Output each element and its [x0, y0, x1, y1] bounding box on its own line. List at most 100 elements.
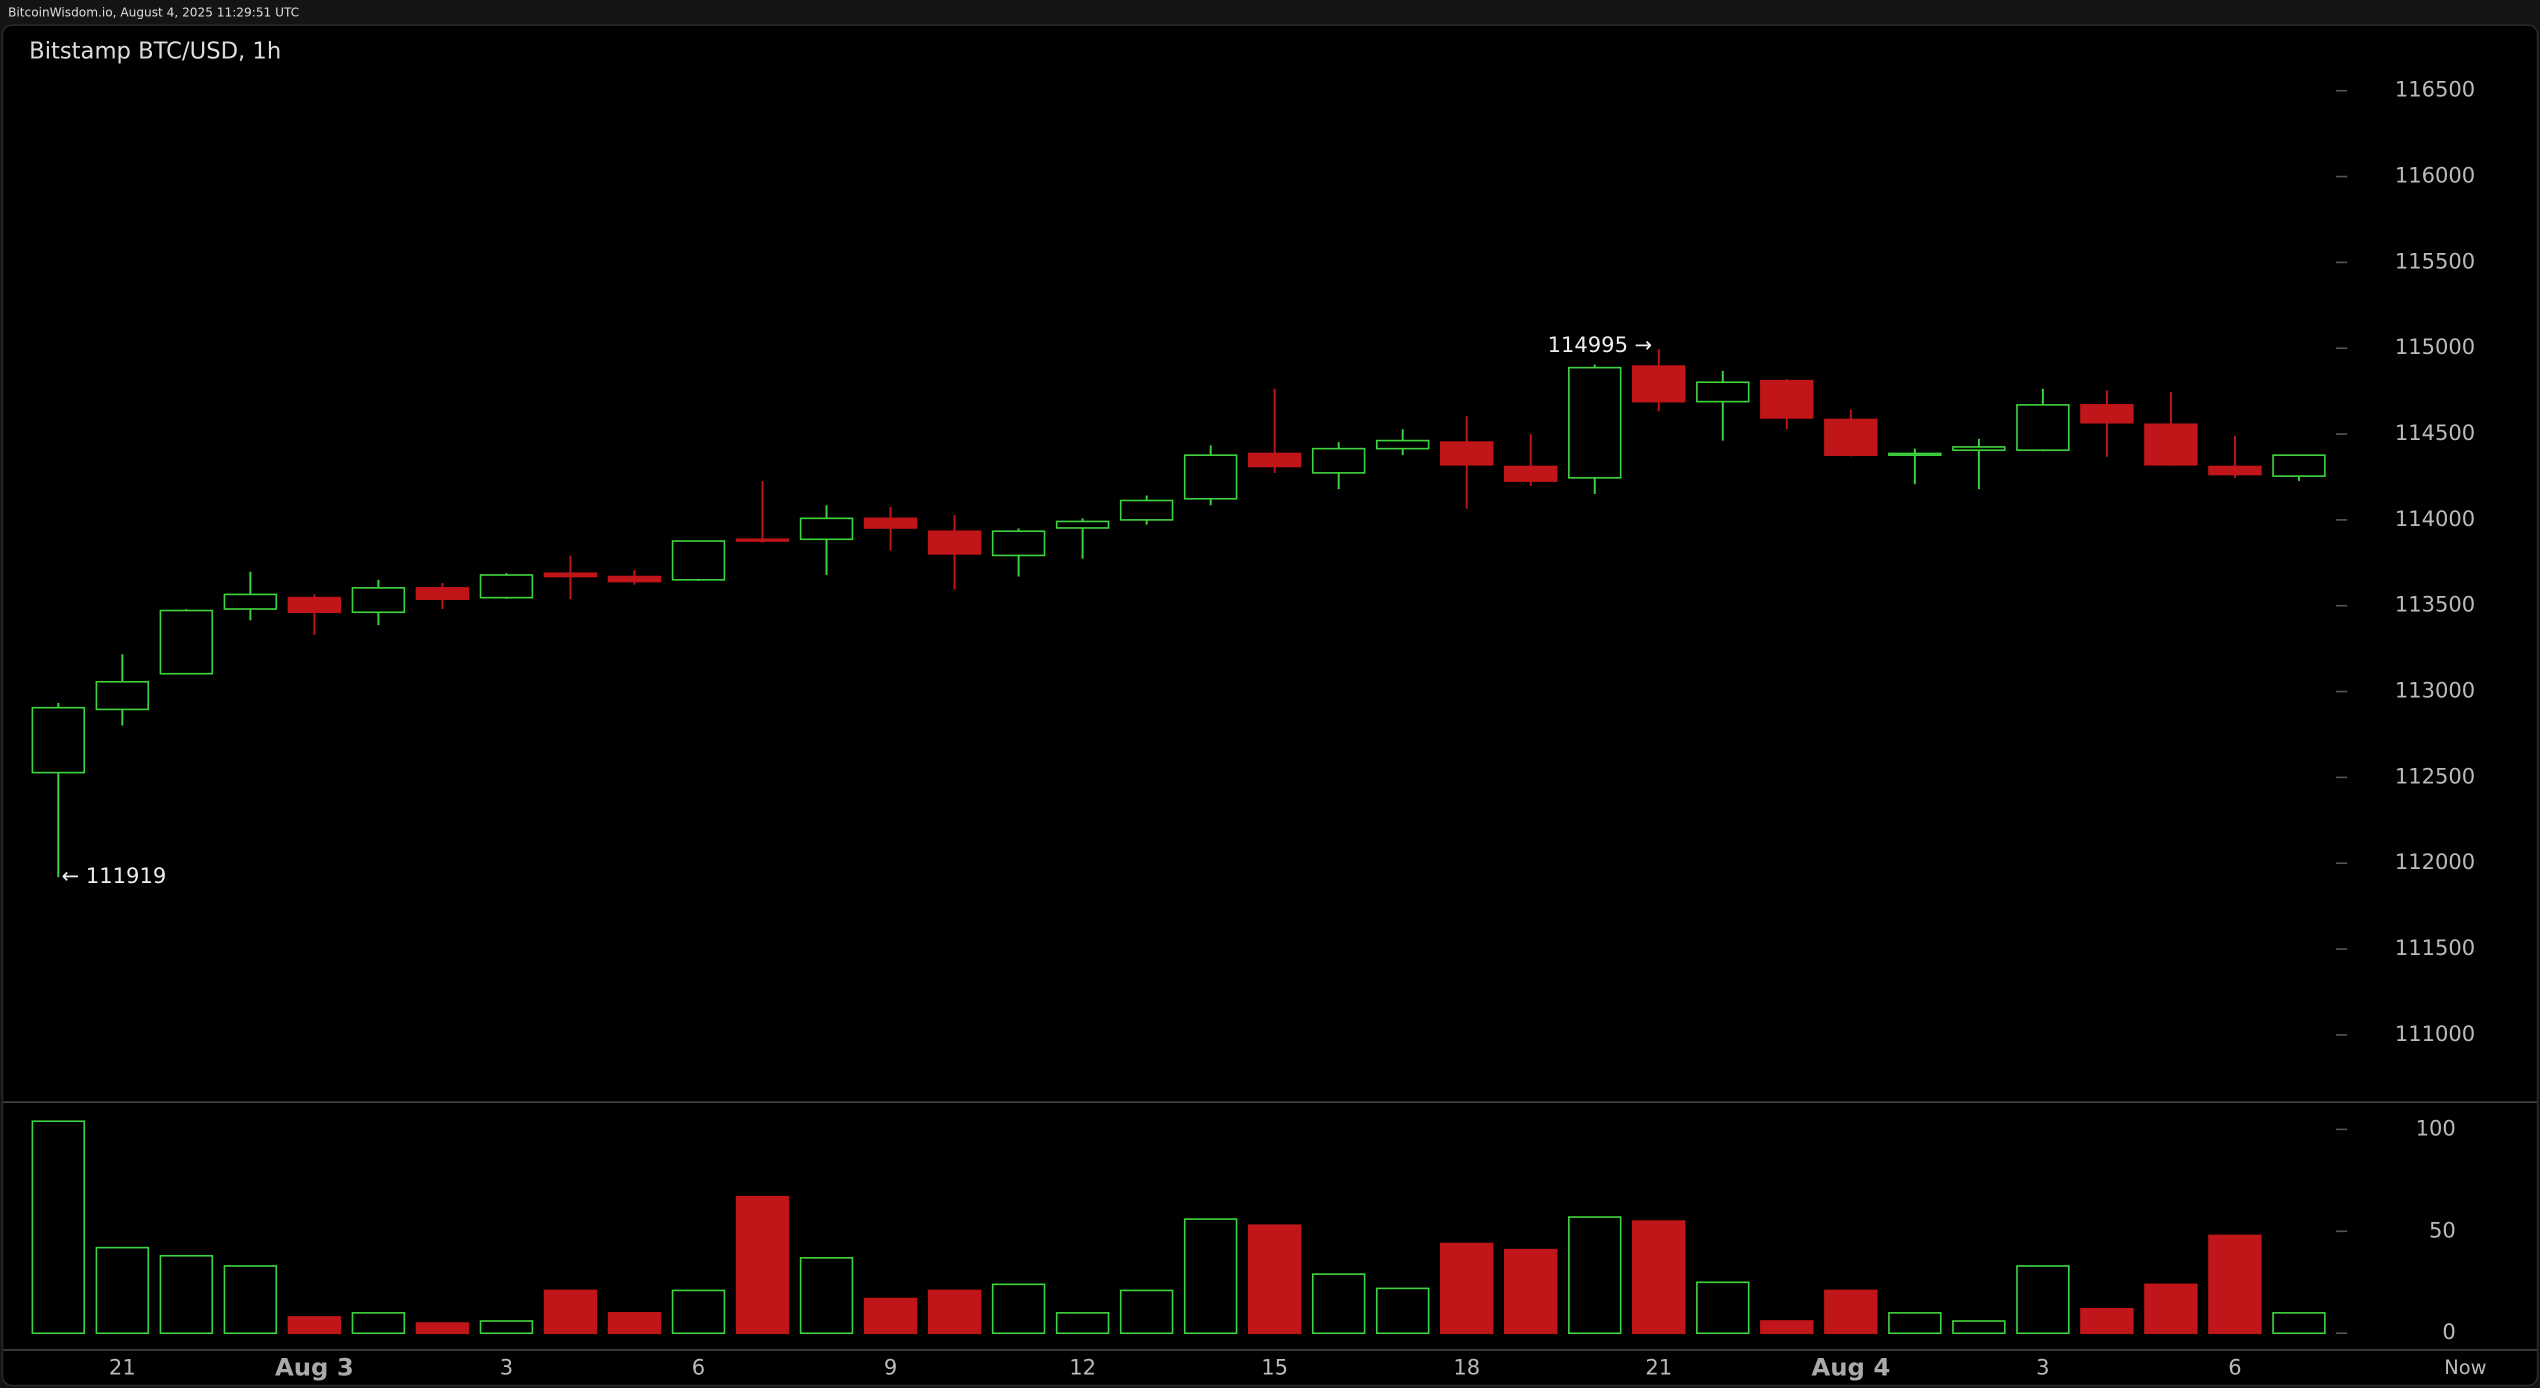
candle-body — [1888, 452, 1942, 456]
candle-body — [1504, 465, 1558, 482]
volume-bar — [351, 1312, 406, 1335]
y-tick-label: 112000 — [2395, 849, 2475, 874]
volume-bar — [1696, 1281, 1750, 1335]
volume-bar — [287, 1316, 342, 1335]
volume-bar — [991, 1283, 1046, 1335]
candle-body — [1247, 452, 1302, 468]
volume-bar — [543, 1289, 598, 1335]
volume-bar — [1311, 1273, 1366, 1335]
candle-body — [607, 575, 662, 583]
candle-body — [415, 587, 470, 601]
candle-body — [1439, 441, 1494, 466]
volume-bar — [1824, 1289, 1878, 1335]
candle-body — [799, 517, 854, 541]
y-tick-label: 116500 — [2395, 77, 2475, 102]
x-tick-label: 18 — [1453, 1355, 1480, 1380]
y-tick-label: 112500 — [2395, 763, 2475, 788]
y-tick-label: 111500 — [2395, 935, 2475, 960]
candle-body — [2208, 465, 2262, 476]
candle-body — [927, 530, 982, 555]
candle-body — [223, 593, 278, 610]
header-text: BitcoinWisdom.io, August 4, 2025 11:29:5… — [8, 5, 299, 19]
x-tick-label: 9 — [884, 1355, 897, 1380]
candle-body — [1696, 381, 1750, 403]
candle-body — [543, 572, 598, 578]
volume-bar — [2080, 1307, 2134, 1335]
x-tick-label: Aug 3 — [275, 1353, 354, 1382]
volume-tick-label: 50 — [2429, 1217, 2456, 1242]
volume-bar — [1055, 1312, 1110, 1335]
volume-bar — [1888, 1312, 1942, 1335]
candle-body — [351, 587, 406, 614]
x-tick-label: 21 — [109, 1355, 136, 1380]
candle-body — [1760, 379, 1814, 419]
candle-body — [1824, 418, 1878, 456]
volume-bar — [1568, 1216, 1622, 1335]
volume-bar — [1952, 1320, 2006, 1335]
max-annotation: 114995 → — [1548, 332, 1653, 357]
candle-body — [2144, 423, 2198, 466]
y-tick-label: 113500 — [2395, 592, 2475, 617]
x-tick-label: 6 — [692, 1355, 705, 1380]
x-tick-label: 12 — [1069, 1355, 1096, 1380]
candle-body — [1952, 446, 2006, 452]
y-tick-label: 115000 — [2395, 334, 2475, 359]
volume-bar — [95, 1246, 150, 1335]
candle-body — [671, 540, 726, 581]
volume-bar — [671, 1289, 726, 1335]
volume-bar — [415, 1322, 470, 1335]
chart-panel — [1, 24, 2539, 1387]
candle-body — [1311, 447, 1366, 474]
candle-body — [2272, 454, 2326, 477]
candle-body — [95, 680, 150, 711]
volume-bar — [1247, 1224, 1302, 1335]
y-tick-label: 114500 — [2395, 420, 2475, 445]
x-tick-label: Aug 4 — [1811, 1353, 1890, 1382]
min-annotation: ← 111919 — [62, 863, 167, 888]
y-tick-label: 113000 — [2395, 678, 2475, 703]
candle-body — [1632, 365, 1686, 403]
volume-tick-label: 100 — [2416, 1115, 2456, 1140]
volume-bar — [927, 1289, 982, 1335]
candle-body — [287, 596, 342, 614]
candle-body — [159, 609, 214, 675]
volume-bar — [1119, 1289, 1174, 1335]
candle-body — [2016, 404, 2070, 452]
volume-bar — [31, 1120, 86, 1335]
x-tick-label: 15 — [1261, 1355, 1288, 1380]
candle-body — [1375, 439, 1430, 450]
volume-bar — [607, 1312, 662, 1335]
candle-body — [991, 530, 1046, 557]
candle-body — [1183, 454, 1238, 500]
volume-bar — [2016, 1265, 2070, 1335]
x-tick-label: 3 — [500, 1355, 513, 1380]
volume-bar — [1375, 1287, 1430, 1335]
candle-body — [479, 574, 534, 599]
x-tick-label: 21 — [1645, 1355, 1672, 1380]
x-tick-label: 6 — [2228, 1355, 2241, 1380]
candle-body — [1568, 366, 1622, 479]
x-tick-label: 3 — [2036, 1355, 2049, 1380]
volume-bar — [159, 1254, 214, 1335]
candle-body — [2080, 404, 2134, 424]
volume-bar — [223, 1265, 278, 1335]
chart-title: Bitstamp BTC/USD, 1h — [29, 38, 281, 64]
volume-bar — [1439, 1242, 1494, 1335]
candle-body — [31, 706, 86, 774]
candle-body — [1119, 499, 1174, 521]
candle-body — [863, 517, 918, 529]
volume-bar — [1632, 1220, 1686, 1335]
volume-bar — [863, 1297, 918, 1335]
volume-bar — [2272, 1312, 2326, 1335]
volume-bar — [735, 1195, 790, 1335]
y-tick-label: 115500 — [2395, 248, 2475, 273]
y-tick-label: 116000 — [2395, 163, 2475, 188]
x-now-label: Now — [2444, 1356, 2486, 1379]
volume-bar — [2144, 1283, 2198, 1335]
y-tick-label: 114000 — [2395, 506, 2475, 531]
volume-bar — [1760, 1320, 1814, 1335]
candle-body — [1055, 520, 1110, 529]
volume-tick-label: 0 — [2442, 1319, 2455, 1344]
candle-body — [735, 538, 790, 542]
